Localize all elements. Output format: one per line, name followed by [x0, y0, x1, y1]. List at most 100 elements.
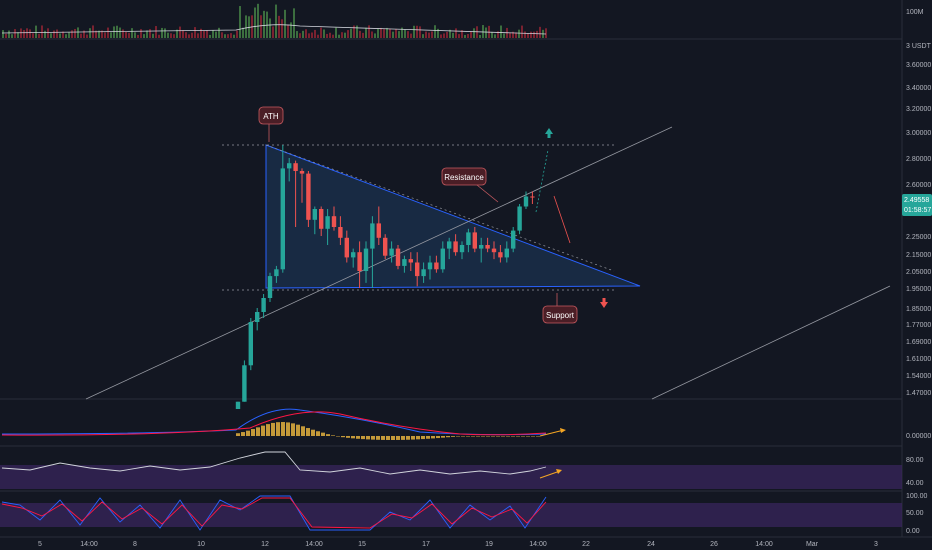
volume-bar: [335, 27, 337, 38]
volume-bar: [356, 25, 358, 38]
price-tick-label: 1.77000: [906, 322, 931, 329]
price-tick-label: 2.80000: [906, 156, 931, 163]
volume-bar: [383, 29, 385, 38]
candle-body: [274, 269, 279, 277]
time-tick-label: 19: [485, 541, 493, 548]
candle-body: [421, 269, 426, 277]
macd-hist-bar: [251, 429, 255, 436]
volume-bar: [56, 29, 58, 38]
macd-hist-bar: [501, 436, 505, 437]
volume-bar: [143, 34, 145, 38]
candle-body: [344, 237, 349, 258]
macd-hist-bar: [436, 436, 440, 439]
price-axis[interactable]: 3.60000 3.40000 3.20000 3.00000 2.80000 2.600…: [906, 62, 931, 397]
volume-bar: [503, 33, 505, 38]
volume-bar: [98, 30, 100, 38]
volume-bar: [311, 32, 313, 38]
macd-hist-bar: [461, 436, 465, 437]
time-tick-label: 12: [261, 541, 269, 548]
volume-bar: [8, 30, 10, 38]
volume-bar: [89, 28, 91, 38]
rsi-arrow-line: [539, 470, 561, 479]
volume-bar: [389, 28, 391, 38]
volume-bar: [329, 32, 331, 38]
volume-bar: [431, 31, 433, 38]
time-tick-label: 15: [358, 541, 366, 548]
candle-body: [325, 216, 330, 229]
candle-body: [434, 262, 439, 270]
macd-hist-bar: [366, 436, 370, 440]
volume-bar: [167, 32, 169, 38]
volume-bar: [491, 31, 493, 38]
macd-hist-bar: [386, 436, 390, 440]
volume-bar: [392, 31, 394, 38]
chart-grid: [0, 0, 932, 538]
candles-layer: [235, 145, 535, 409]
macd-hist-bar: [306, 428, 310, 436]
volume-bar: [479, 34, 481, 38]
candle-body: [498, 252, 503, 258]
volume-bar: [173, 34, 175, 38]
macd-hist-bar: [236, 433, 240, 436]
volume-bar: [416, 25, 418, 38]
price-tick-label: 2.15000: [906, 252, 931, 259]
candle-body: [517, 206, 522, 231]
rsi-level-80: 80.00: [906, 457, 924, 464]
macd-hist-bar: [291, 423, 295, 436]
volume-bar: [515, 32, 517, 38]
volume-bar: [230, 33, 232, 38]
volume-bar: [281, 19, 283, 38]
time-axis[interactable]: 5 14:00 8 10 12 14:00 15 17 19 14:00 22 24 26 14:00 Ma…: [38, 541, 878, 548]
volume-bar: [269, 18, 271, 38]
triangle-pattern: [85, 126, 891, 400]
macd-hist-bar: [246, 430, 250, 436]
candle-body: [312, 209, 317, 220]
volume-bar: [401, 27, 403, 38]
candle-body: [389, 248, 394, 256]
volume-bar: [110, 32, 112, 38]
volume-bar: [545, 28, 547, 38]
volume-bar: [50, 33, 52, 38]
candle-body: [248, 322, 253, 366]
macd-hist-bar: [486, 436, 490, 437]
volume-bar: [23, 30, 25, 38]
volume-bar: [263, 10, 265, 38]
time-tick-label: 22: [582, 541, 590, 548]
volume-bar: [410, 33, 412, 38]
candle-body: [485, 245, 490, 249]
annotations-layer: [535, 128, 608, 308]
macd-hist-bar: [311, 429, 315, 436]
candle-body: [466, 232, 471, 245]
volume-bar: [455, 28, 457, 38]
candle-body: [408, 259, 413, 263]
candle-body: [267, 276, 273, 298]
candle-body: [511, 230, 516, 249]
ath-callout: ATH: [258, 106, 284, 142]
volume-bar: [77, 27, 79, 38]
volume-bar: [296, 31, 298, 38]
price-tick-label: 2.25000: [906, 234, 931, 241]
candle-body: [447, 241, 452, 249]
up-arrow-icon: [545, 128, 553, 134]
volume-bar: [20, 28, 22, 38]
volume-bar: [464, 34, 466, 38]
volume-bar: [359, 30, 361, 38]
volume-bar: [176, 29, 178, 38]
volume-bar: [74, 28, 76, 38]
volume-bar: [371, 31, 373, 38]
current-price-label: 2.49558: [904, 197, 929, 204]
volume-bar: [17, 32, 19, 38]
volume-bar: [497, 31, 499, 38]
volume-bar: [122, 29, 124, 38]
volume-bar: [227, 34, 229, 38]
volume-bar: [95, 30, 97, 38]
volume-bar: [179, 26, 181, 38]
price-tick-label: 3.20000: [906, 106, 931, 113]
volume-bar: [128, 32, 130, 38]
macd-hist-bar: [241, 432, 245, 436]
price-tick-label: 3.00000: [906, 130, 931, 137]
time-tick-label: 14:00: [80, 541, 98, 548]
candle-body: [383, 237, 388, 256]
stoch-level-0: 0.00: [906, 528, 920, 535]
